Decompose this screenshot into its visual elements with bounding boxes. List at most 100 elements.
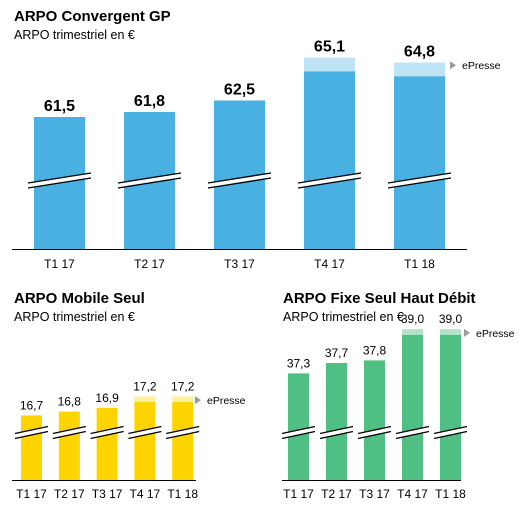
category-label: T3 17 <box>224 257 255 271</box>
bar-value-label: 16,9 <box>95 391 119 405</box>
axis-break-line <box>387 177 452 189</box>
chart-subtitle: ARPO trimestriel en € <box>14 28 135 42</box>
axis-break-line <box>166 430 200 440</box>
axis-break-gap <box>52 426 86 439</box>
axis-break-gap <box>128 426 162 439</box>
axis-break-gap <box>358 426 391 439</box>
bar-value-label: 61,8 <box>134 93 165 110</box>
bar <box>134 402 156 480</box>
axis-break-line <box>52 430 86 440</box>
axis-break-line <box>319 425 354 435</box>
bar-highlight-segment <box>402 329 423 335</box>
axis-break-gap <box>298 173 361 188</box>
axis-break-gap <box>166 426 200 439</box>
category-label: T1 17 <box>44 257 75 271</box>
category-label: T4 17 <box>314 257 345 271</box>
axis-break-line <box>387 172 452 184</box>
axis-break-gap <box>118 173 181 188</box>
category-label: T4 17 <box>397 487 428 501</box>
category-label: T3 17 <box>359 487 390 501</box>
axis-break-line <box>357 430 392 440</box>
epresse-arrow-icon <box>450 61 456 70</box>
axis-break-gap <box>396 426 429 439</box>
axis-break-line <box>128 430 162 440</box>
category-label: T2 17 <box>54 487 85 501</box>
category-label: T1 17 <box>16 487 47 501</box>
axis-break-line <box>128 425 162 435</box>
axis-break-line <box>52 425 86 435</box>
bar-value-label: 62,5 <box>224 82 255 99</box>
chart-title: ARPO Mobile Seul <box>14 290 145 307</box>
axis-break-line <box>14 425 49 435</box>
category-label: T1 17 <box>283 487 314 501</box>
bar-value-label: 37,8 <box>363 343 387 357</box>
axis-break-line <box>207 177 272 189</box>
bar-highlight-segment <box>172 396 194 403</box>
bar-value-label: 16,7 <box>20 398 44 412</box>
axis-break-gap <box>320 426 353 439</box>
chart-title: ARPO Fixe Seul Haut Débit <box>283 290 476 307</box>
axis-break-line <box>90 425 124 435</box>
axis-break-gap <box>282 426 315 439</box>
bar <box>172 402 194 480</box>
bar-value-label: 37,3 <box>287 356 311 370</box>
bar <box>394 76 445 249</box>
bar <box>96 407 118 480</box>
axis-break-line <box>207 172 272 184</box>
axis-break-line <box>433 430 468 440</box>
bar-value-label: 61,5 <box>44 98 75 115</box>
bar-value-label: 17,2 <box>171 379 195 393</box>
axis-break-gap <box>434 426 467 439</box>
legend-label: ePresse <box>462 60 501 72</box>
chart-title: ARPO Convergent GP <box>14 8 171 25</box>
legend-label: ePresse <box>207 395 246 407</box>
epresse-arrow-icon <box>464 328 470 337</box>
category-label: T4 17 <box>130 487 161 501</box>
axis-break-line <box>14 430 49 440</box>
legend-label: ePresse <box>476 328 515 340</box>
bar-value-label: 37,7 <box>325 346 349 360</box>
bar <box>440 334 461 480</box>
category-label: T1 18 <box>167 487 198 501</box>
category-label: T1 18 <box>435 487 466 501</box>
axis-break-gap <box>388 173 451 188</box>
axis-break-line <box>27 177 92 189</box>
axis-break-line <box>357 425 392 435</box>
axis-break-line <box>90 430 124 440</box>
axis-break-line <box>297 172 362 184</box>
axis-break-gap <box>15 426 48 439</box>
axis-break-line <box>281 430 316 440</box>
bar-highlight-segment <box>134 396 156 403</box>
bar-value-label: 17,2 <box>133 379 157 393</box>
axis-break-gap <box>208 173 271 188</box>
axis-break-line <box>297 177 362 189</box>
bar <box>364 360 385 480</box>
axis-break-line <box>117 177 182 189</box>
chart-subtitle: ARPO trimestriel en € <box>14 310 135 324</box>
chart-subtitle: ARPO trimestriel en € <box>283 310 404 324</box>
bar <box>326 363 347 480</box>
epresse-arrow-icon <box>195 396 201 405</box>
bar-highlight-segment <box>394 62 445 77</box>
axis-break-gap <box>28 173 91 188</box>
bar-value-label: 16,8 <box>58 395 82 409</box>
bar-value-label: 39,0 <box>401 312 425 326</box>
bar-highlight-segment <box>304 57 355 72</box>
axis-break-line <box>433 425 468 435</box>
axis-break-line <box>166 425 200 435</box>
axis-break-line <box>395 425 430 435</box>
bar <box>304 71 355 250</box>
axis-break-line <box>117 172 182 184</box>
bar-value-label: 39,0 <box>439 312 463 326</box>
bar-highlight-segment <box>440 329 461 335</box>
axis-break-gap <box>90 426 124 439</box>
axis-break-line <box>395 430 430 440</box>
category-label: T2 17 <box>321 487 352 501</box>
bar <box>402 334 423 480</box>
axis-break-line <box>27 172 92 184</box>
bar-value-label: 65,1 <box>314 39 345 56</box>
axis-break-line <box>281 425 316 435</box>
